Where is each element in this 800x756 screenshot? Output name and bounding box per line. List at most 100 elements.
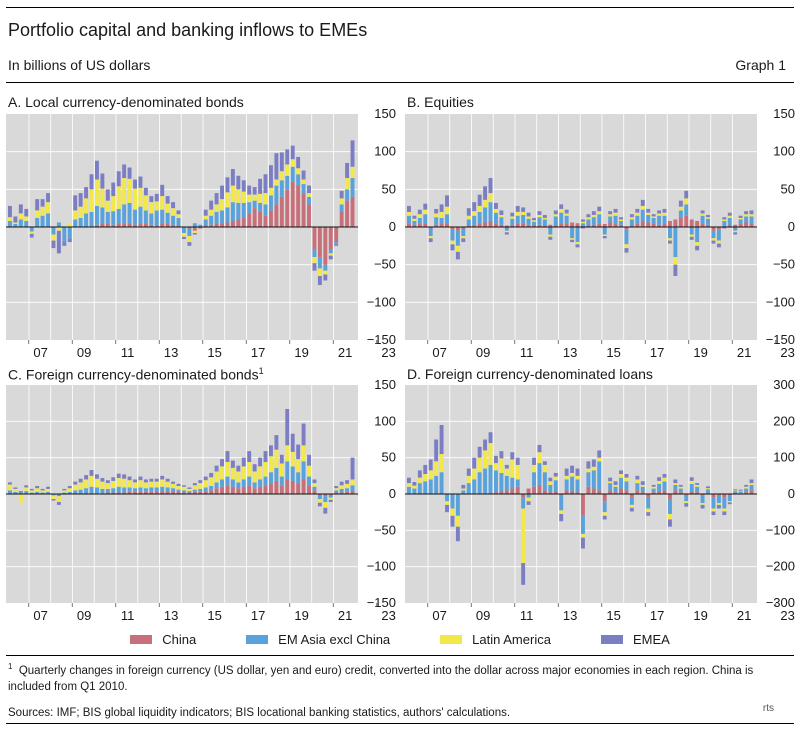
bar-segment-latin-america: [466, 215, 471, 220]
bar-segment-em-asia-excl-china: [515, 215, 520, 224]
legend-rule: [6, 655, 794, 656]
bar-segment-emea: [203, 209, 208, 216]
bar-segment-em-asia-excl-china: [515, 479, 520, 487]
bar-segment-china: [187, 492, 192, 494]
bar-segment-latin-america: [706, 217, 710, 219]
bar-segment-emea: [51, 240, 56, 249]
bar-segment-emea: [624, 248, 629, 253]
bar-segment-latin-america: [350, 479, 355, 486]
bar-segment-em-asia-excl-china: [252, 482, 257, 489]
bar-segment-latin-america: [301, 445, 306, 462]
bar-segment-latin-america: [192, 485, 197, 490]
bar-segment-em-asia-excl-china: [749, 216, 754, 224]
bar-segment-latin-america: [328, 497, 333, 500]
bar-segment-china: [629, 225, 634, 227]
bar-segment-china: [407, 223, 411, 227]
bar-segment-china: [312, 490, 317, 494]
bar-segment-china: [290, 181, 295, 227]
bar-segment-emea: [269, 165, 273, 188]
y-tick-label: 0: [389, 219, 396, 234]
bar-segment-latin-america: [635, 479, 640, 484]
y-tick-label: 0: [389, 486, 396, 501]
bar-segment-em-asia-excl-china: [494, 470, 498, 493]
bar-segment-latin-america: [417, 477, 422, 484]
bar-segment-em-asia-excl-china: [532, 221, 536, 226]
bar-segment-latin-america: [182, 486, 186, 491]
bar-segment-latin-america: [515, 464, 520, 480]
bar-segment-em-asia-excl-china: [591, 217, 596, 225]
bar-segment-emea: [640, 481, 645, 485]
bar-segment-latin-america: [619, 219, 623, 221]
bar-segment-emea: [640, 199, 645, 206]
bar-segment-china: [236, 219, 241, 227]
bar-segment-em-asia-excl-china: [143, 210, 148, 224]
bar-segment-em-asia-excl-china: [35, 217, 40, 227]
y-tick-label: 150: [374, 106, 396, 121]
bar-segment-china: [258, 486, 263, 494]
bar-segment-em-asia-excl-china: [247, 202, 252, 214]
bar-segment-latin-america: [499, 214, 504, 218]
bar-segment-latin-america: [154, 481, 159, 488]
bar-segment-latin-america: [744, 214, 749, 217]
bar-segment-em-asia-excl-china: [95, 205, 99, 225]
bar-segment-em-asia-excl-china: [29, 227, 34, 232]
x-tick-label: 09: [476, 608, 490, 623]
y-tick-label: 100: [773, 450, 795, 465]
bar-segment-latin-america: [154, 201, 159, 211]
bar-segment-china: [570, 222, 575, 227]
bar-segment-em-asia-excl-china: [624, 229, 629, 245]
bar-segment-emea: [504, 232, 509, 235]
bar-segment-em-asia-excl-china: [434, 217, 439, 225]
bar-segment-china: [450, 227, 455, 230]
bar-segment-latin-america: [510, 459, 515, 478]
bar-segment-china: [230, 220, 235, 227]
bar-segment-latin-america: [214, 471, 219, 483]
bar-segment-em-asia-excl-china: [334, 242, 339, 245]
bar-segment-em-asia-excl-china: [62, 492, 67, 494]
bar-segment-em-asia-excl-china: [35, 491, 40, 494]
bar-segment-china: [521, 494, 526, 498]
bar-segment-em-asia-excl-china: [689, 483, 694, 492]
bar-segment-emea: [78, 478, 83, 483]
bar-segment-emea: [143, 479, 148, 483]
bar-segment-latin-america: [521, 508, 526, 564]
bar-segment-latin-america: [684, 198, 689, 205]
bar-segment-emea: [100, 173, 105, 189]
bar-segment-emea: [526, 212, 531, 217]
bar-segment-latin-america: [312, 257, 317, 264]
bar-segment-em-asia-excl-china: [334, 490, 339, 493]
bar-segment-em-asia-excl-china: [73, 490, 78, 494]
bar-segment-china: [483, 222, 488, 227]
bar-segment-china: [127, 223, 132, 227]
bar-segment-latin-america: [111, 196, 116, 212]
bar-segment-latin-america: [684, 501, 689, 504]
y-tick-label: 0: [788, 486, 795, 501]
bar-segment-latin-america: [450, 240, 455, 245]
bar-segment-emea: [727, 212, 732, 216]
bar-segment-china: [640, 220, 645, 227]
bar-segment-latin-america: [187, 236, 192, 243]
bar-segment-emea: [203, 476, 208, 481]
bar-segment-emea: [439, 204, 444, 212]
bar-segment-china: [570, 491, 575, 494]
bar-segment-em-asia-excl-china: [673, 227, 678, 258]
bar-segment-emea: [624, 474, 629, 478]
bar-segment-emea: [602, 236, 607, 239]
bar-segment-em-asia-excl-china: [274, 467, 279, 481]
footnote-number: 1: [8, 662, 13, 671]
bar-segment-china: [203, 225, 208, 227]
bar-segment-china: [684, 494, 689, 496]
bar-segment-emea: [29, 233, 34, 238]
bar-segment-em-asia-excl-china: [116, 208, 121, 224]
y-tick-label: −100: [766, 294, 795, 309]
bar-segment-latin-america: [56, 496, 61, 502]
bar-segment-emea: [553, 472, 558, 477]
bar-segment-china: [733, 492, 738, 494]
bar-segment-em-asia-excl-china: [564, 479, 569, 491]
bar-segment-emea: [62, 488, 67, 491]
bar-segment-china: [466, 225, 471, 227]
bar-segment-china: [100, 223, 105, 227]
bar-segment-em-asia-excl-china: [40, 215, 45, 227]
x-tick-label: 23: [381, 345, 395, 360]
bar-segment-em-asia-excl-china: [564, 215, 569, 224]
